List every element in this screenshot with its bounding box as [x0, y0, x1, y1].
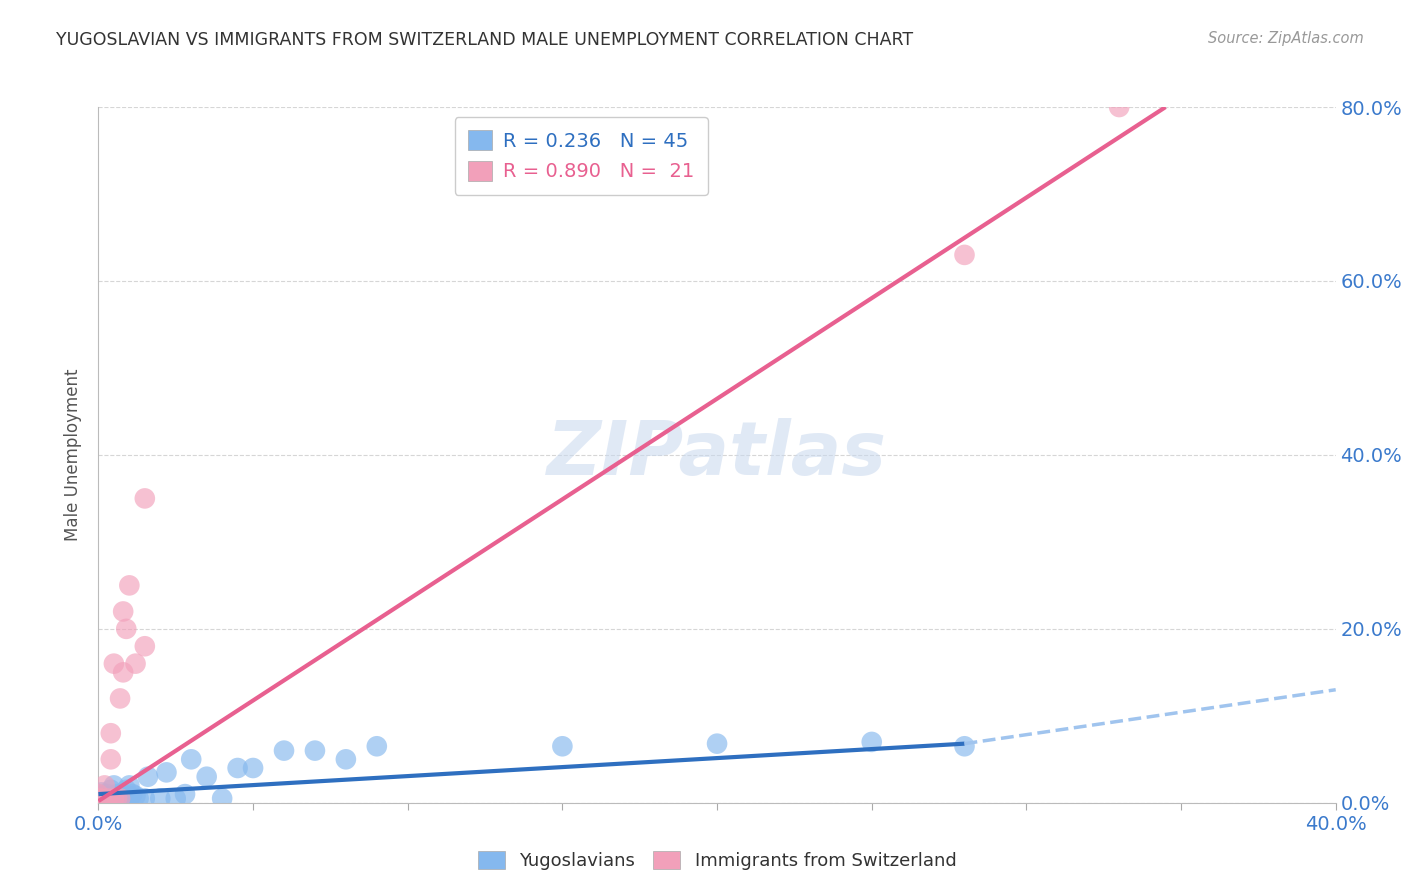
Point [100, 726, 122, 740]
Point [87, 791, 110, 805]
Text: Source: ZipAtlas.com: Source: ZipAtlas.com [1208, 31, 1364, 46]
Point [103, 789, 125, 803]
Point [134, 639, 156, 653]
Point [335, 752, 357, 766]
Point [87, 791, 110, 805]
Point [121, 787, 143, 801]
Point [366, 739, 388, 754]
Point [105, 791, 128, 805]
Point [953, 739, 976, 754]
Point [100, 791, 122, 805]
Point [93, 778, 115, 792]
Point [105, 787, 128, 801]
Point [112, 787, 135, 801]
Point [118, 791, 141, 805]
Point [226, 761, 249, 775]
Point [100, 752, 122, 766]
Point [128, 791, 150, 805]
Point [97, 791, 120, 805]
Point [100, 782, 122, 797]
Point [87, 787, 110, 801]
Point [953, 248, 976, 262]
Point [103, 657, 125, 671]
Point [180, 752, 202, 766]
Point [93, 789, 115, 803]
Point [124, 657, 146, 671]
Point [112, 791, 135, 805]
Point [103, 791, 125, 805]
Point [108, 791, 131, 805]
Point [103, 791, 125, 805]
Point [273, 744, 295, 758]
Point [118, 778, 141, 792]
Point [174, 787, 197, 801]
Point [860, 735, 883, 749]
Point [1108, 100, 1130, 114]
Legend: Yugoslavians, Immigrants from Switzerland: Yugoslavians, Immigrants from Switzerlan… [471, 844, 963, 877]
Point [108, 791, 131, 805]
Point [97, 791, 120, 805]
Point [165, 791, 187, 805]
Point [103, 778, 125, 792]
Point [134, 491, 156, 506]
Point [136, 770, 159, 784]
Point [105, 791, 128, 805]
Point [90, 791, 112, 805]
Text: YUGOSLAVIAN VS IMMIGRANTS FROM SWITZERLAND MALE UNEMPLOYMENT CORRELATION CHART: YUGOSLAVIAN VS IMMIGRANTS FROM SWITZERLA… [56, 31, 914, 49]
Point [87, 787, 110, 801]
Point [108, 691, 131, 706]
Point [90, 791, 112, 805]
Y-axis label: Male Unemployment: Male Unemployment [65, 368, 83, 541]
Point [304, 744, 326, 758]
Point [149, 791, 172, 805]
Point [115, 782, 138, 797]
Point [90, 785, 112, 799]
Point [195, 770, 218, 784]
Point [118, 578, 141, 592]
Point [134, 791, 156, 805]
Point [118, 789, 141, 803]
Point [112, 665, 135, 680]
Point [124, 789, 146, 803]
Point [93, 791, 115, 805]
Point [211, 791, 233, 805]
Point [115, 622, 138, 636]
Point [87, 789, 110, 803]
Point [706, 737, 728, 751]
Text: ZIPatlas: ZIPatlas [547, 418, 887, 491]
Point [551, 739, 574, 754]
Point [97, 787, 120, 801]
Point [242, 761, 264, 775]
Point [155, 765, 177, 780]
Point [112, 605, 135, 619]
